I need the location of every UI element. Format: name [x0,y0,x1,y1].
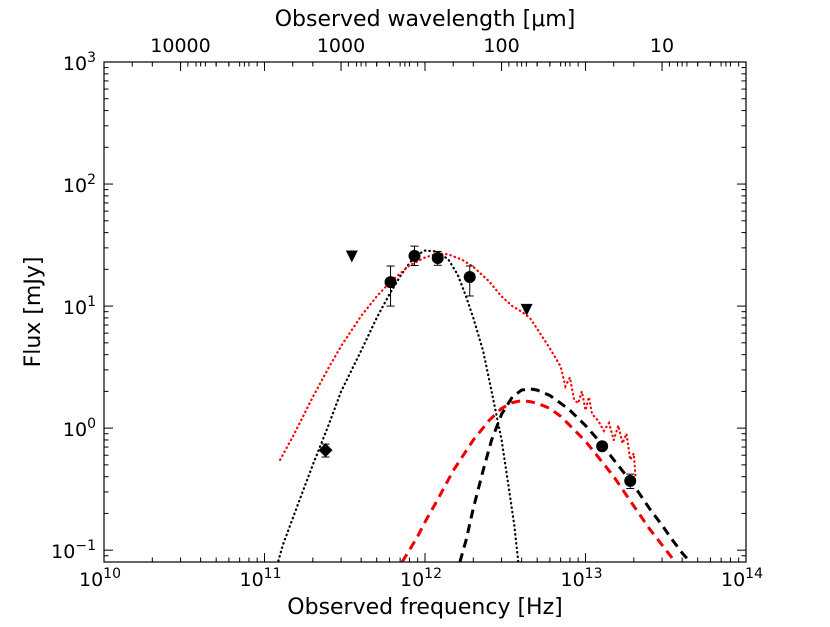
model-curves [276,249,692,562]
model-curve-2 [279,252,637,478]
y-axis-label: Flux [mJy] [21,257,46,368]
top-axis-label: Observed wavelength [μm] [275,7,576,32]
top-tick-label-3: 100 [483,35,519,57]
top-tick-label-2: 1000 [317,35,365,57]
y-tick-label-3: 101 [63,294,96,319]
axis-ticks: 1010 1011 1012 1013 1014 10−1 100 101 102 103 1000… [51,35,763,591]
detection-point-4 [463,271,476,284]
diamond-point-1 [318,443,333,458]
data-points [318,245,637,490]
plot-frame [103,61,747,563]
x-tick-label-4: 1013 [560,566,602,591]
detection-point-3 [431,251,444,264]
x-tick-label-2: 1011 [239,566,281,591]
y-tick-label-2: 100 [63,416,96,441]
x-tick-label-3: 1012 [400,566,442,591]
upper-limit-1 [345,250,358,263]
model-curve-4 [400,399,678,562]
x-tick-label-5: 1014 [721,566,763,591]
y-tick-label-1: 10−1 [51,538,96,563]
y-tick-label-4: 102 [63,172,96,197]
model-curve-3 [458,387,692,562]
detection-point-1 [384,276,397,289]
upper-limit-2 [520,303,533,316]
top-tick-label-1: 10000 [150,35,210,57]
detection-point-6 [624,474,637,487]
x-tick-label-1: 1010 [79,566,121,591]
detection-point-2 [408,249,421,262]
top-tick-label-4: 10 [650,35,674,57]
x-axis-label: Observed frequency [Hz] [287,595,562,620]
y-tick-label-5: 103 [63,50,96,75]
detection-point-5 [596,440,609,453]
model-curve-1 [276,249,520,562]
